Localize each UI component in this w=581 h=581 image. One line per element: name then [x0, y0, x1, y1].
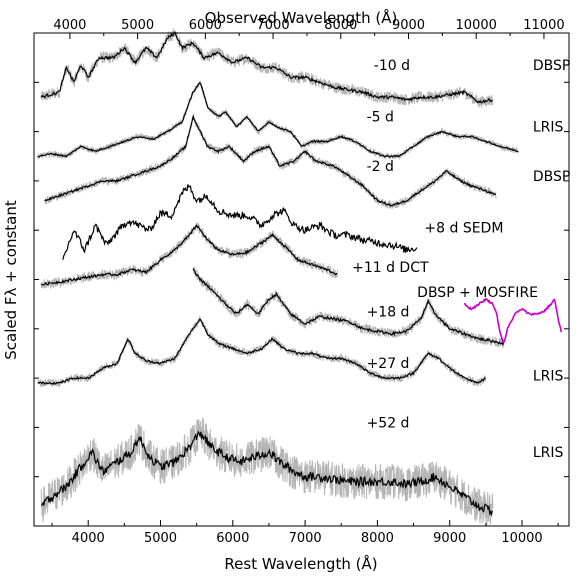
x2-tick-label: 6000	[189, 18, 222, 33]
x2-tick-label: 7000	[257, 18, 290, 33]
y-axis-title: Scaled Fλ + constant	[2, 200, 20, 360]
spectrum-label: +18 d	[367, 304, 410, 320]
spectrum-5-dbsp-raw-line	[192, 266, 505, 349]
x2-tick-label: 10000	[456, 18, 497, 33]
x-tick-label: 5000	[144, 531, 177, 546]
spectrum-label: DBSP	[533, 58, 570, 74]
spectrum-label: DBSP + MOSFIRE	[417, 285, 538, 301]
spectrum-label: -10 d	[374, 58, 410, 74]
x-axis-title: Rest Wavelength (Å)	[224, 554, 377, 573]
x2-tick-label: 11000	[523, 18, 564, 33]
x-tick-label: 10000	[501, 531, 542, 546]
raw-spectra-layer	[37, 28, 519, 526]
spectrum-label: DBSP	[533, 169, 570, 185]
x-tick-label: 7000	[289, 531, 322, 546]
spectrum-1-lris-line	[37, 82, 519, 159]
x-tick-label: 6000	[216, 531, 249, 546]
spectrum-8-lris-line	[40, 430, 493, 517]
smoothed-spectra-layer	[37, 31, 563, 517]
x-tick-label: 9000	[433, 531, 466, 546]
spectrum-1-lris-raw-line	[37, 80, 519, 160]
x2-tick-label: 5000	[121, 18, 154, 33]
spectrum-4-dct-raw-line	[40, 221, 339, 290]
spectrum-label: LRIS	[533, 445, 564, 461]
spectrum-label: LRIS	[533, 369, 564, 385]
x-tick-label: 8000	[361, 531, 394, 546]
x2-axis-title: Observed Wavelength (Å)	[205, 8, 398, 27]
x2-tick-label: 4000	[53, 18, 86, 33]
x2-tick-label: 9000	[392, 18, 425, 33]
spectrum-label: LRIS	[533, 120, 564, 136]
spectrum-label: +8 d SEDM	[424, 221, 503, 237]
spectrum-2-dbsp-line	[44, 114, 497, 207]
axes-layer: 4000 5000 6000 7000 8000 9000 10000 4000 5000 600…	[34, 18, 569, 546]
spectrum-0-dbsp-line	[40, 31, 493, 104]
spectrum-3-sedm-line	[62, 184, 418, 260]
spectrum-label: -5 d	[367, 110, 394, 126]
spectrum-label: +11 d DCT	[352, 260, 429, 276]
spectrum-label: +27 d	[367, 356, 410, 372]
spectrum-labels-layer: -10 d DBSP -5 d LRIS -2 d DBSP +8 d SEDM +11 d …	[352, 58, 570, 461]
spectrum-label: +52 d	[367, 415, 410, 431]
spectrum-2-dbsp-raw-line	[44, 113, 497, 210]
spectrum-7-lris-raw-line	[37, 315, 487, 388]
spectrum-4-dct-line	[41, 224, 338, 286]
spectrum-6-mosfire-line	[463, 297, 563, 344]
spectrum-8-lris-raw-line	[40, 417, 494, 526]
x2-tick-label: 8000	[324, 18, 357, 33]
spectrum-7-lris-line	[37, 318, 486, 385]
x-tick-label: 4000	[72, 531, 105, 546]
spectrum-label: -2 d	[367, 159, 394, 175]
spectrum-5-dbsp-line	[192, 268, 505, 346]
